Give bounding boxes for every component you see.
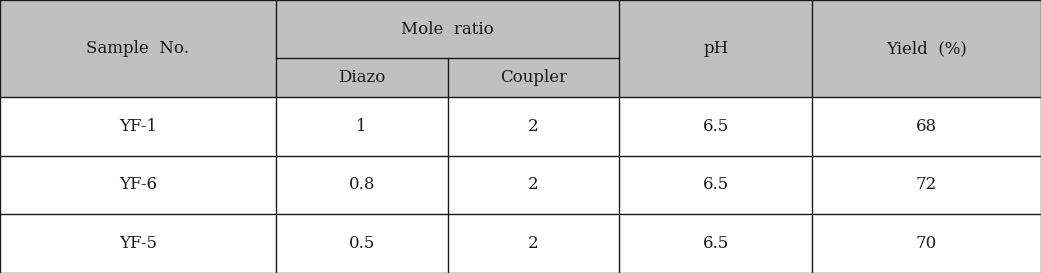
Bar bbox=[812, 156, 1041, 214]
Text: 6.5: 6.5 bbox=[703, 176, 729, 194]
Text: 72: 72 bbox=[916, 176, 937, 194]
Text: 6.5: 6.5 bbox=[703, 118, 729, 135]
Bar bbox=[812, 214, 1041, 273]
Text: Coupler: Coupler bbox=[500, 69, 567, 86]
Bar bbox=[0, 97, 276, 156]
Bar bbox=[0, 0, 276, 97]
Text: 0.5: 0.5 bbox=[349, 235, 375, 252]
Bar bbox=[276, 58, 448, 97]
Bar bbox=[812, 0, 1041, 97]
Bar bbox=[276, 214, 448, 273]
Text: 2: 2 bbox=[528, 118, 539, 135]
Bar bbox=[619, 156, 812, 214]
Text: 1: 1 bbox=[356, 118, 367, 135]
Text: Yield  (%): Yield (%) bbox=[886, 40, 967, 57]
Text: Sample  No.: Sample No. bbox=[86, 40, 189, 57]
Text: YF-6: YF-6 bbox=[119, 176, 157, 194]
Bar bbox=[619, 0, 812, 97]
Text: Diazo: Diazo bbox=[338, 69, 385, 86]
Bar bbox=[448, 97, 619, 156]
Text: pH: pH bbox=[703, 40, 729, 57]
Text: 6.5: 6.5 bbox=[703, 235, 729, 252]
Bar bbox=[0, 156, 276, 214]
Text: 2: 2 bbox=[528, 176, 539, 194]
Text: 70: 70 bbox=[916, 235, 937, 252]
Bar bbox=[0, 214, 276, 273]
Text: 0.8: 0.8 bbox=[349, 176, 375, 194]
Bar bbox=[619, 214, 812, 273]
Text: Mole  ratio: Mole ratio bbox=[401, 20, 494, 38]
Text: YF-1: YF-1 bbox=[119, 118, 157, 135]
Text: 68: 68 bbox=[916, 118, 937, 135]
Text: 2: 2 bbox=[528, 235, 539, 252]
Bar bbox=[276, 156, 448, 214]
Text: YF-5: YF-5 bbox=[119, 235, 157, 252]
Bar bbox=[276, 0, 619, 58]
Bar bbox=[812, 97, 1041, 156]
Bar bbox=[448, 156, 619, 214]
Bar bbox=[448, 214, 619, 273]
Bar bbox=[619, 97, 812, 156]
Bar bbox=[448, 58, 619, 97]
Bar bbox=[276, 97, 448, 156]
